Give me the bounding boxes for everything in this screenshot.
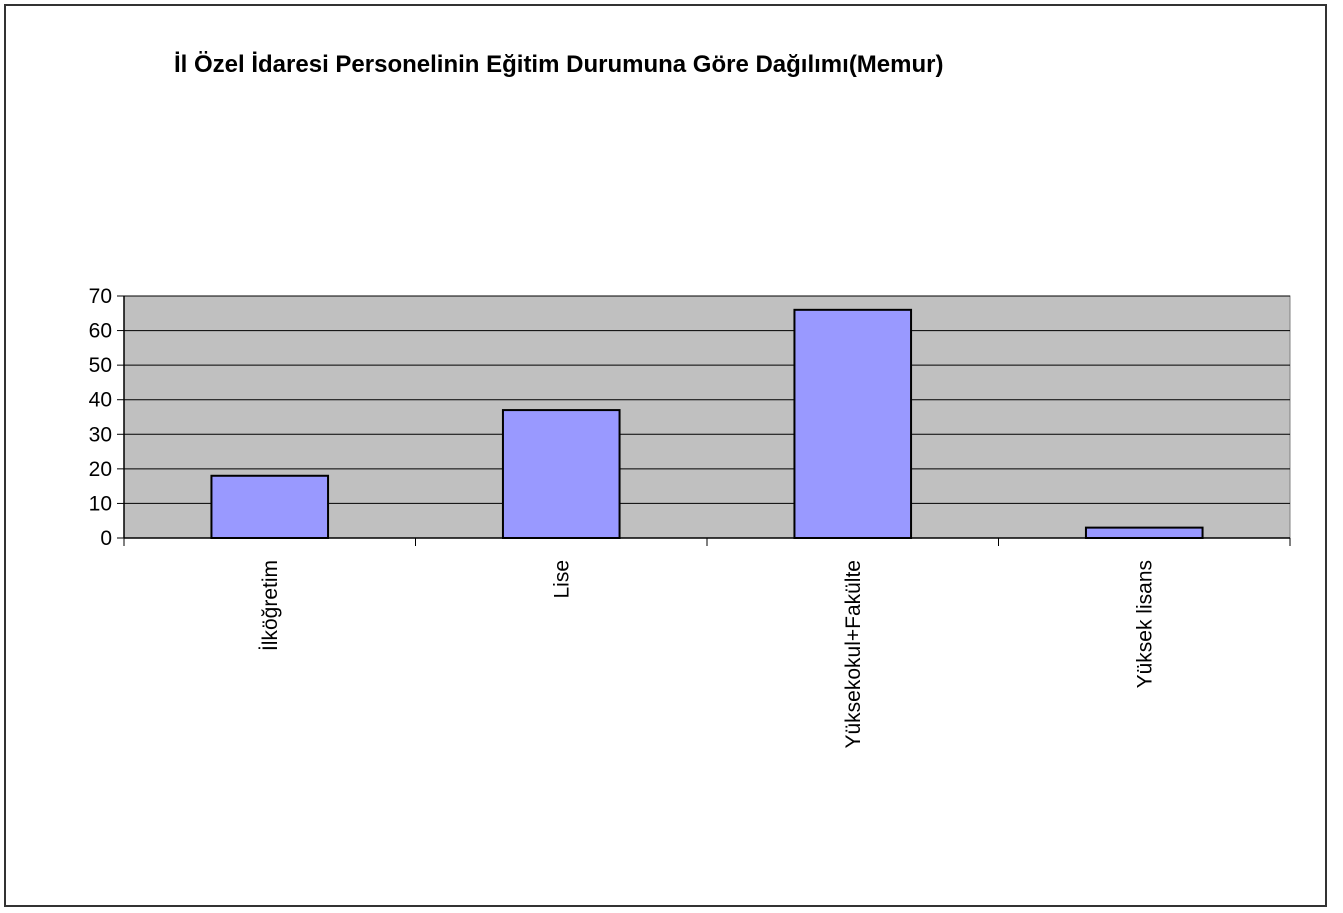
bar-1 [210,474,330,539]
bar-4 [1084,526,1204,540]
x-category-label: Yüksekokul+Fakülte [842,560,865,749]
bar-2 [501,409,621,540]
y-tick-label: 10 [89,492,112,515]
y-tick-label: 0 [100,527,112,550]
x-category-label: İlköğretim [259,560,282,651]
x-category-label: Lise [550,560,573,599]
y-tick-label: 30 [89,423,112,446]
chart-title: İl Özel İdaresi Personelinin Eğitim Duru… [174,51,943,78]
y-tick-label: 60 [89,320,112,343]
y-tick-label: 50 [89,354,112,377]
y-tick-label: 20 [89,458,112,481]
plot-area: 0 10 20 30 40 50 60 70 İlköğretim Lise Yüksekokul+… [89,285,1291,749]
y-tick-label: 40 [89,389,112,412]
x-category-label: Yüksek lisans [1133,560,1156,688]
y-tick-label: 70 [89,285,112,308]
bar-3 [793,308,913,540]
